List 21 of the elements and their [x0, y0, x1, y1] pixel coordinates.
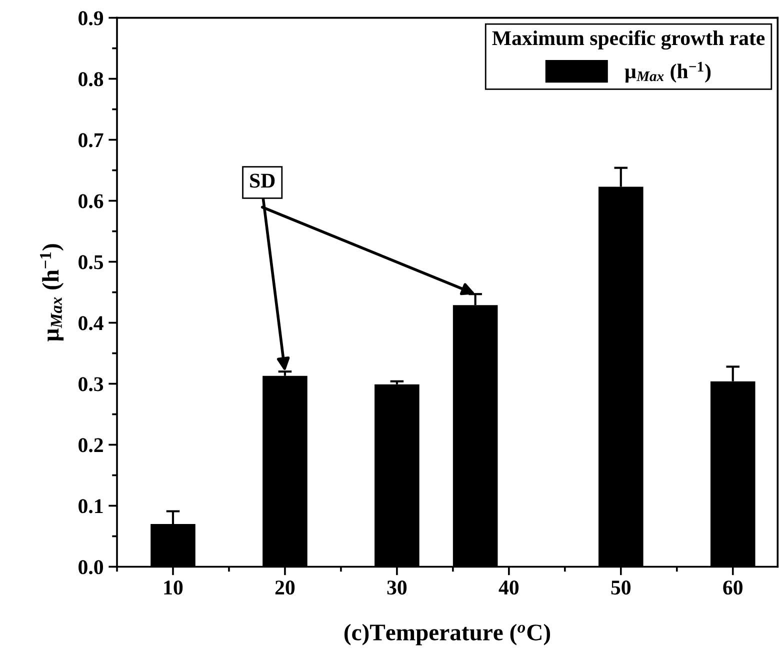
x-tick-label: 50: [611, 580, 631, 595]
x-tick-label: 20: [275, 580, 295, 595]
legend-title: Maximum specific growth rate: [492, 30, 765, 50]
x-tick-label: 60: [723, 580, 742, 595]
y-tick-label: 0.5: [78, 255, 104, 270]
y-tick-label: 0.2: [78, 438, 103, 452]
y-tick-label: 0.0: [78, 560, 104, 574]
y-tick-label: 0.4: [78, 316, 104, 330]
y-tick-label: 0.1: [78, 499, 103, 514]
x-tick-label: 10: [164, 580, 183, 595]
legend-label: μ$_{Max}$ (h$^{−1}$): [624, 62, 711, 83]
x-axis-title: (c)Temperature ($^{o}$C): [344, 624, 550, 646]
x-tick-label: 40: [498, 580, 519, 595]
y-tick-label: 0.9: [78, 11, 104, 26]
x-tick-label: 30: [387, 580, 407, 595]
annotation: SD: [250, 174, 275, 188]
y-tick-label: 0.6: [78, 194, 104, 208]
y-tick-label: 0.7: [78, 133, 104, 148]
y-tick-label: 0.3: [78, 377, 104, 392]
y-axis-title: μ$_{Max}$ (h$^{−1}$): [40, 244, 64, 342]
y-tick-label: 0.8: [78, 72, 104, 86]
